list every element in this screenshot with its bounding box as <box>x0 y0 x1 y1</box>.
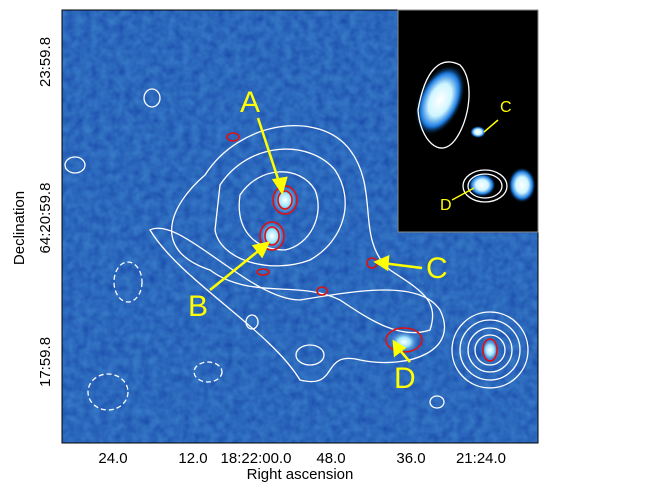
y-axis-label: Declination <box>11 191 28 265</box>
x-ticks: 24.0 12.0 18:22:00.0 48.0 36.0 21:24.0 <box>98 450 506 467</box>
label-c: C <box>426 252 448 285</box>
y-tick-label: 17:59.8 <box>37 337 54 387</box>
label-b: B <box>188 290 208 323</box>
y-tick-label: 23:59.8 <box>37 37 54 87</box>
label-d: D <box>394 362 416 395</box>
x-tick-label: 12.0 <box>178 450 207 467</box>
inset-label-d: D <box>440 197 452 214</box>
inset-label-c: C <box>500 99 512 116</box>
x-tick-label: 36.0 <box>396 450 425 467</box>
x-tick-label: 24.0 <box>98 450 127 467</box>
x-axis-label: Right ascension <box>247 466 354 483</box>
x-tick-label: 18:22:00.0 <box>221 450 292 467</box>
y-tick-label: 64:20:59.8 <box>37 183 54 254</box>
x-tick-label: 21:24.0 <box>456 450 506 467</box>
inset: C D <box>398 10 538 232</box>
x-tick-label: 48.0 <box>316 450 345 467</box>
label-a: A <box>240 86 260 119</box>
figure: A B C D C D 24.0 12.0 18:22:00.0 48.0 36… <box>0 0 651 483</box>
